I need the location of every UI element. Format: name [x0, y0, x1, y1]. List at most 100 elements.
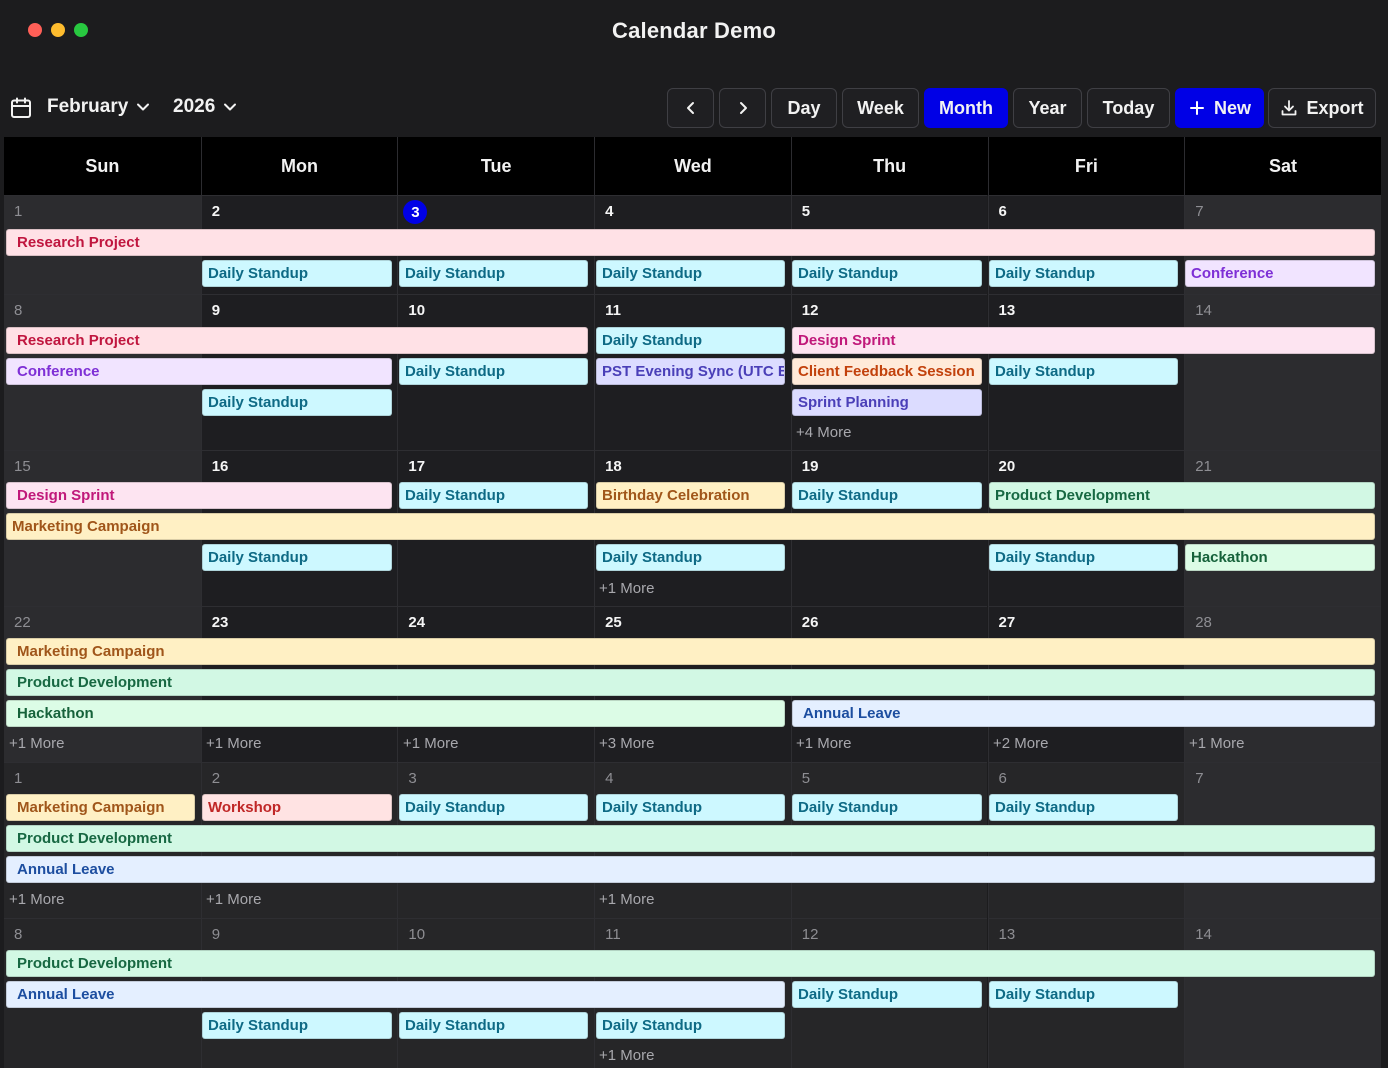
- day-cell[interactable]: 14: [1184, 918, 1381, 1068]
- event-daily-standup[interactable]: Daily Standup: [202, 544, 392, 571]
- prev-month-button[interactable]: [667, 88, 714, 128]
- event-daily-standup[interactable]: Daily Standup: [596, 1012, 785, 1039]
- toolbar: February 2026 Day Week Month Year Today …: [0, 86, 1388, 130]
- day-number: 13: [998, 301, 1016, 319]
- event-daily-standup[interactable]: Daily Standup: [202, 260, 392, 287]
- event-design-sprint[interactable]: Design Sprint: [6, 482, 392, 509]
- title-bar: Calendar Demo: [0, 0, 1388, 62]
- more-events-link[interactable]: +1 More: [206, 735, 262, 752]
- more-events-link[interactable]: +1 More: [796, 735, 852, 752]
- view-day-button[interactable]: Day: [771, 88, 837, 128]
- new-event-button[interactable]: New: [1175, 88, 1264, 128]
- event-marketing-campaign[interactable]: Marketing Campaign: [6, 638, 1375, 665]
- event-annual-leave[interactable]: Annual Leave: [6, 981, 785, 1008]
- view-week-button[interactable]: Week: [842, 88, 919, 128]
- today-button[interactable]: Today: [1087, 88, 1170, 128]
- zoom-window-button[interactable]: [74, 23, 88, 37]
- event-daily-standup[interactable]: Daily Standup: [399, 358, 588, 385]
- event-product-development[interactable]: Product Development: [6, 950, 1375, 977]
- event-daily-standup[interactable]: Daily Standup: [596, 794, 785, 821]
- week-row-6: 8 9 10 11 12 13 14 Product Development A…: [4, 918, 1381, 1068]
- weekday-fri: Fri: [987, 137, 1185, 195]
- event-conference[interactable]: Conference: [1185, 260, 1375, 287]
- event-daily-standup[interactable]: Daily Standup: [989, 544, 1178, 571]
- event-marketing-campaign[interactable]: Marketing Campaign: [6, 794, 195, 821]
- month-select[interactable]: February: [47, 96, 150, 118]
- event-hackathon[interactable]: Hackathon: [1185, 544, 1375, 571]
- event-workshop[interactable]: Workshop: [202, 794, 392, 821]
- view-year-button[interactable]: Year: [1013, 88, 1082, 128]
- view-month-button[interactable]: Month: [924, 88, 1008, 128]
- more-events-link[interactable]: +3 More: [599, 735, 655, 752]
- month-label: February: [47, 96, 129, 117]
- event-daily-standup[interactable]: Daily Standup: [399, 260, 588, 287]
- event-daily-standup[interactable]: Daily Standup: [596, 260, 785, 287]
- close-window-button[interactable]: [28, 23, 42, 37]
- event-daily-standup[interactable]: Daily Standup: [792, 260, 982, 287]
- more-events-link[interactable]: +1 More: [206, 891, 262, 908]
- event-daily-standup[interactable]: Daily Standup: [399, 482, 588, 509]
- event-daily-standup[interactable]: Daily Standup: [792, 981, 982, 1008]
- export-button[interactable]: Export: [1268, 88, 1376, 128]
- day-number: 10: [408, 301, 426, 319]
- event-annual-leave[interactable]: Annual Leave: [792, 700, 1375, 727]
- event-daily-standup[interactable]: Daily Standup: [792, 794, 982, 821]
- event-daily-standup[interactable]: Daily Standup: [202, 389, 392, 416]
- day-number: 8: [14, 925, 23, 943]
- event-marketing-campaign[interactable]: Marketing Campaign: [6, 513, 1375, 540]
- event-design-sprint[interactable]: Design Sprint: [792, 327, 1375, 354]
- week-row-1: 1 2 3 4 5 6 7 Research Project Daily Sta…: [4, 195, 1381, 294]
- day-number: 18: [605, 457, 622, 475]
- event-daily-standup[interactable]: Daily Standup: [399, 1012, 588, 1039]
- weekday-mon: Mon: [200, 137, 398, 195]
- event-client-feedback-session[interactable]: Client Feedback Session: [792, 358, 982, 385]
- day-number: 28: [1195, 613, 1212, 631]
- more-events-link[interactable]: +1 More: [599, 1047, 655, 1064]
- event-daily-standup[interactable]: Daily Standup: [399, 794, 588, 821]
- event-pst-evening-sync[interactable]: PST Evening Sync (UTC Bangkok): [596, 358, 785, 385]
- more-events-link[interactable]: +1 More: [599, 891, 655, 908]
- day-number: 13: [998, 925, 1016, 943]
- minimize-window-button[interactable]: [51, 23, 65, 37]
- event-birthday-celebration[interactable]: Birthday Celebration: [596, 482, 785, 509]
- event-daily-standup[interactable]: Daily Standup: [792, 482, 982, 509]
- event-research-project[interactable]: Research Project: [6, 229, 1375, 256]
- event-research-project[interactable]: Research Project: [6, 327, 588, 354]
- weekday-sun: Sun: [85, 155, 120, 176]
- event-product-development[interactable]: Product Development: [989, 482, 1375, 509]
- week-row-4: 22 23 24 25 26 27 28 Marketing Campaign …: [4, 606, 1381, 762]
- more-events-link[interactable]: +1 More: [599, 580, 655, 597]
- day-number: 22: [14, 613, 31, 631]
- next-month-button[interactable]: [719, 88, 766, 128]
- event-product-development[interactable]: Product Development: [6, 669, 1375, 696]
- more-events-link[interactable]: +1 More: [403, 735, 459, 752]
- more-events-link[interactable]: +4 More: [796, 424, 852, 441]
- event-daily-standup[interactable]: Daily Standup: [989, 260, 1178, 287]
- year-select[interactable]: 2026: [173, 96, 237, 118]
- week-row-2: 8 9 10 11 12 13 14 Research Project Dail…: [4, 294, 1381, 450]
- day-cell[interactable]: 14: [1184, 294, 1381, 450]
- day-number: 4: [605, 769, 614, 787]
- event-product-development[interactable]: Product Development: [6, 825, 1375, 852]
- download-icon: [1282, 100, 1297, 116]
- event-daily-standup[interactable]: Daily Standup: [596, 544, 785, 571]
- more-events-link[interactable]: +1 More: [1189, 735, 1245, 752]
- plus-icon: [1189, 101, 1204, 115]
- event-daily-standup[interactable]: Daily Standup: [202, 1012, 392, 1039]
- more-events-link[interactable]: +2 More: [993, 735, 1049, 752]
- event-conference[interactable]: Conference: [6, 358, 392, 385]
- day-number: 26: [801, 613, 819, 631]
- event-hackathon[interactable]: Hackathon: [6, 700, 785, 727]
- event-daily-standup[interactable]: Daily Standup: [989, 981, 1178, 1008]
- day-number: 6: [998, 202, 1007, 220]
- weekday-thu: Thu: [790, 137, 988, 195]
- event-annual-leave[interactable]: Annual Leave: [6, 856, 1375, 883]
- more-events-link[interactable]: +1 More: [9, 891, 65, 908]
- today-day-number: 3: [403, 200, 428, 224]
- event-daily-standup[interactable]: Daily Standup: [989, 358, 1178, 385]
- event-sprint-planning[interactable]: Sprint Planning: [792, 389, 982, 416]
- more-events-link[interactable]: +1 More: [9, 735, 65, 752]
- weekday-sat: Sat: [1184, 137, 1381, 195]
- event-daily-standup[interactable]: Daily Standup: [596, 327, 785, 354]
- event-daily-standup[interactable]: Daily Standup: [989, 794, 1178, 821]
